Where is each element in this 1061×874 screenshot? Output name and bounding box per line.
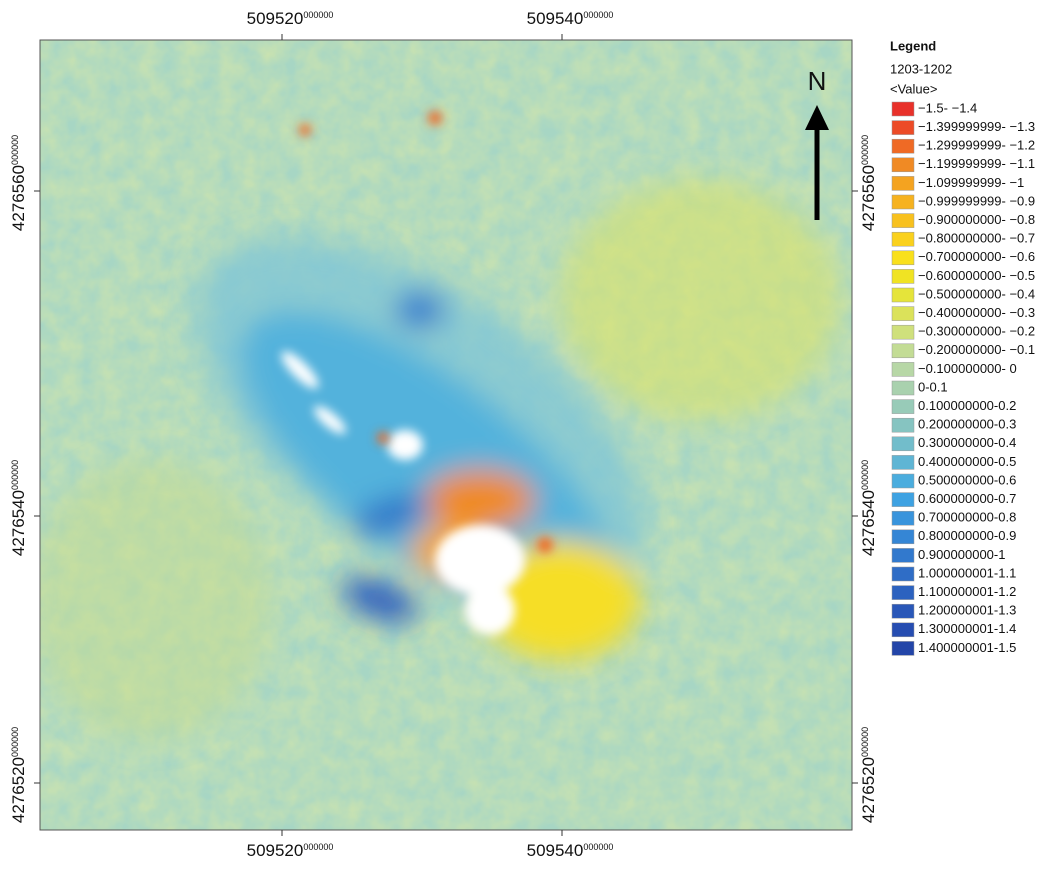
legend-swatch xyxy=(891,120,915,135)
coordinate-label: 4276520000000 xyxy=(859,727,878,823)
legend-swatch xyxy=(891,603,915,619)
legend-label: 0.400000000-0.5 xyxy=(918,454,1016,469)
legend-swatch xyxy=(891,548,915,563)
legend-label: −0.999999999- −0.9 xyxy=(918,193,1035,208)
coordinate-label: 509520000000 xyxy=(247,841,334,860)
coordinate-label: 4276560000000 xyxy=(9,135,28,231)
coordinate-label: 509520000000 xyxy=(247,9,334,28)
coordinate-suffix: 000000 xyxy=(860,135,870,165)
legend-label: 0.800000000-0.9 xyxy=(918,528,1016,543)
legend-label: −0.600000000- −0.5 xyxy=(918,268,1035,283)
legend-swatch xyxy=(891,213,915,228)
legend-layer: 1203-1202 xyxy=(890,61,952,76)
legend-label: 0.600000000-0.7 xyxy=(918,491,1016,506)
legend-label: −0.300000000- −0.2 xyxy=(918,324,1035,339)
coordinate-suffix: 000000 xyxy=(10,135,20,165)
coordinate-suffix: 000000 xyxy=(860,727,870,757)
legend-label: 1.100000001-1.2 xyxy=(918,584,1016,599)
legend-swatch xyxy=(891,529,915,545)
legend-swatch xyxy=(891,231,915,247)
raster xyxy=(40,40,852,830)
north-label: N xyxy=(808,66,827,96)
legend-swatch xyxy=(891,566,915,582)
coordinate-suffix: 000000 xyxy=(10,727,20,757)
legend-swatch xyxy=(891,417,915,433)
legend-swatch xyxy=(891,362,915,377)
legend-swatch xyxy=(891,306,915,321)
legend-swatch xyxy=(891,455,915,470)
coordinate-suffix: 000000 xyxy=(10,460,20,490)
coordinate-main: 4276520 xyxy=(9,757,28,823)
north-arrow: N xyxy=(805,66,829,220)
coordinate-main: 509520 xyxy=(247,9,304,28)
coordinate-main: 509540 xyxy=(527,9,584,28)
legend-label: 0.200000000-0.3 xyxy=(918,417,1016,432)
coordinate-suffix: 000000 xyxy=(303,842,333,852)
legend-label: −0.100000000- 0 xyxy=(918,361,1017,376)
legend-swatch xyxy=(891,157,915,173)
coordinate-main: 4276560 xyxy=(859,165,878,231)
coordinate-label: 4276540000000 xyxy=(9,460,28,556)
legend-label: −1.099999999- −1 xyxy=(918,175,1024,190)
legend-label: 0.900000000-1 xyxy=(918,547,1005,562)
legend-label: 0.300000000-0.4 xyxy=(918,435,1016,450)
coordinate-main: 4276540 xyxy=(859,490,878,556)
coordinate-suffix: 000000 xyxy=(583,10,613,20)
coordinate-main: 4276540 xyxy=(9,490,28,556)
legend-label: 1.000000001-1.1 xyxy=(918,565,1016,580)
legend-swatch xyxy=(891,380,915,396)
legend-swatch xyxy=(891,492,915,507)
legend-swatch xyxy=(891,473,915,489)
coordinate-main: 509520 xyxy=(247,841,304,860)
legend-label: −0.900000000- −0.8 xyxy=(918,212,1035,227)
coordinate-main: 4276520 xyxy=(859,757,878,823)
coordinate-suffix: 000000 xyxy=(583,842,613,852)
legend-swatch xyxy=(891,399,915,414)
coordinate-label: 4276540000000 xyxy=(859,460,878,556)
legend-swatch xyxy=(891,641,915,656)
coordinate-label: 509540000000 xyxy=(527,9,614,28)
legend-label: −1.299999999- −1.2 xyxy=(918,138,1035,153)
coordinate-main: 509540 xyxy=(527,841,584,860)
legend-swatch xyxy=(891,585,915,600)
legend-title: Legend xyxy=(890,38,936,53)
legend-label: −0.200000000- −0.1 xyxy=(918,342,1035,357)
legend-label: 0.500000000-0.6 xyxy=(918,472,1016,487)
legend-swatch xyxy=(891,138,915,154)
legend-swatch xyxy=(891,269,915,284)
legend-label: −0.400000000- −0.3 xyxy=(918,305,1035,320)
legend-label: 1.400000001-1.5 xyxy=(918,640,1016,655)
legend-label: −1.199999999- −1.1 xyxy=(918,156,1035,171)
legend-label: 1.300000001-1.4 xyxy=(918,621,1016,636)
legend-label: −1.399999999- −1.3 xyxy=(918,119,1035,134)
legend-swatch xyxy=(891,324,915,340)
legend-swatch xyxy=(891,101,915,117)
legend-label: −0.500000000- −0.4 xyxy=(918,286,1035,301)
legend-swatch xyxy=(891,436,915,452)
legend-label: −1.5- −1.4 xyxy=(918,100,977,115)
coordinate-main: 4276560 xyxy=(9,165,28,231)
legend-label: 1.200000001-1.3 xyxy=(918,603,1016,618)
legend-swatch xyxy=(891,250,915,266)
coordinate-label: 4276520000000 xyxy=(9,727,28,823)
legend-label: −0.700000000- −0.6 xyxy=(918,249,1035,264)
legend-label: −0.800000000- −0.7 xyxy=(918,231,1035,246)
coordinate-label: 509540000000 xyxy=(527,841,614,860)
legend-swatch xyxy=(891,510,915,526)
legend-swatch xyxy=(891,622,915,638)
legend-label: 0-0.1 xyxy=(918,379,948,394)
legend-label: 0.100000000-0.2 xyxy=(918,398,1016,413)
legend-swatch xyxy=(891,194,915,210)
legend-swatch xyxy=(891,343,915,359)
legend-swatch xyxy=(891,287,915,303)
map-frame xyxy=(39,39,853,831)
coordinate-suffix: 000000 xyxy=(860,460,870,490)
legend-swatch xyxy=(891,176,915,191)
legend-field: <Value> xyxy=(890,81,937,96)
coordinate-suffix: 000000 xyxy=(303,10,333,20)
legend-label: 0.700000000-0.8 xyxy=(918,510,1016,525)
coordinate-label: 4276560000000 xyxy=(859,135,878,231)
